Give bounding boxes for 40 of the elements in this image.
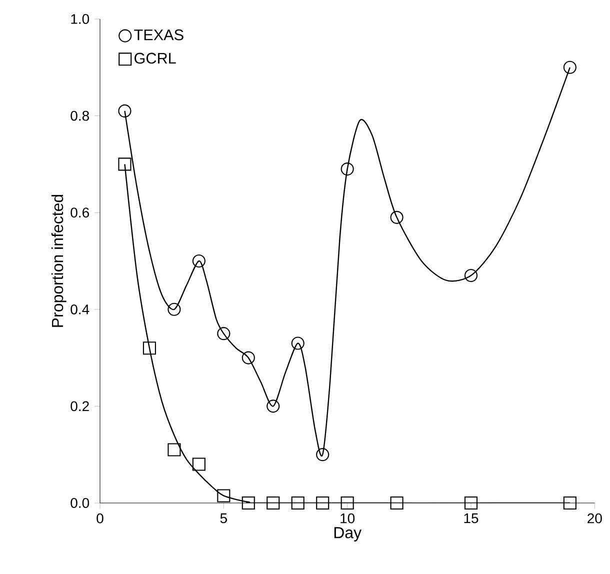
point	[390, 496, 404, 510]
y-tick-label: 0.2	[70, 401, 89, 412]
point	[168, 302, 181, 316]
x-tick-label: 0	[96, 513, 104, 524]
point	[340, 496, 354, 510]
x-tick-label: 10	[340, 513, 355, 524]
point	[242, 351, 255, 364]
point	[242, 496, 255, 510]
point	[118, 158, 132, 171]
point	[464, 496, 478, 510]
legend-label: TEXAS	[134, 29, 184, 40]
y-tick-label: 0.8	[70, 110, 89, 121]
y-axis-title: Proportion infected	[51, 194, 66, 327]
y-tick-label: 0.0	[70, 498, 90, 508]
y-tick-label: 1.0	[71, 14, 90, 24]
point	[217, 489, 230, 502]
x-axis-title: Day	[334, 527, 362, 542]
point	[563, 60, 576, 74]
legend-label: GCRL	[134, 52, 176, 64]
point	[316, 448, 330, 462]
x-tick-label: 20	[588, 513, 602, 524]
y-tick-label: 0.6	[70, 208, 89, 218]
point	[266, 496, 280, 510]
point	[340, 162, 354, 176]
point	[316, 496, 330, 510]
point	[142, 342, 156, 355]
point	[168, 443, 181, 456]
point	[192, 254, 206, 268]
x-tick-label: 5	[220, 513, 227, 524]
point	[291, 336, 304, 350]
point	[464, 268, 478, 282]
x-tick-label: 15	[464, 513, 478, 524]
y-tick-label: 0.4	[70, 304, 90, 314]
point	[217, 327, 230, 340]
point	[291, 496, 304, 510]
point	[118, 104, 132, 118]
point	[563, 496, 576, 510]
point	[266, 400, 280, 413]
point	[192, 458, 206, 471]
point	[390, 210, 404, 224]
